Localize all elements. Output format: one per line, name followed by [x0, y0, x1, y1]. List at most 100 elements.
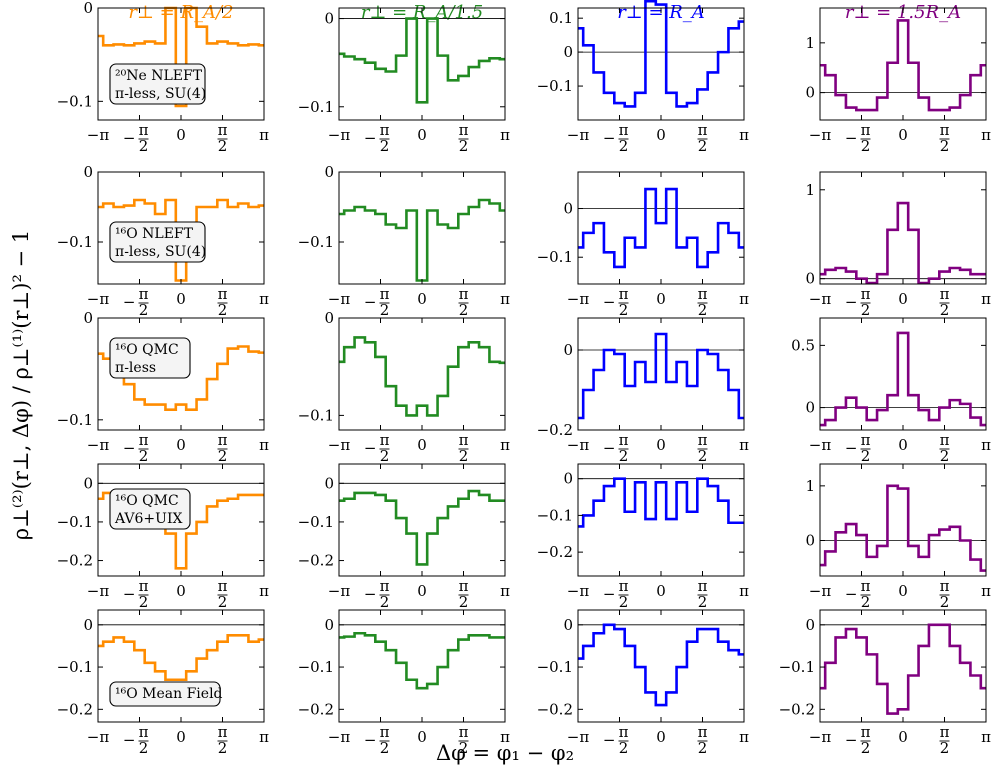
svg-text:2: 2: [380, 447, 390, 465]
x-tick-label: π: [739, 290, 749, 308]
x-tick-label: π2: [217, 431, 228, 465]
svg-text:−: −: [603, 731, 616, 749]
x-tick-label: π2: [697, 723, 708, 757]
y-tick-label: −0.2: [298, 700, 334, 718]
svg-text:−: −: [603, 129, 616, 147]
x-tick-label: π: [259, 436, 269, 454]
svg-text:π: π: [380, 121, 390, 139]
svg-text:2: 2: [940, 137, 950, 155]
axes-frame: [338, 317, 506, 431]
svg-text:2: 2: [380, 739, 390, 757]
y-tick-label: −0.1: [537, 506, 573, 524]
svg-text:π: π: [940, 577, 950, 595]
axes-frame: [819, 317, 987, 431]
svg-text:2: 2: [459, 593, 469, 611]
x-tick-label: 0: [417, 728, 427, 746]
x-tick-label: −π: [567, 290, 590, 308]
svg-text:−: −: [845, 731, 858, 749]
y-tick-label: 0: [563, 341, 573, 359]
svg-text:−: −: [123, 731, 136, 749]
y-tick-label: −0.1: [537, 248, 573, 266]
svg-text:−: −: [364, 731, 377, 749]
panel-r2-c0: 0−0.1−π π2− 0 π2π: [57, 309, 270, 465]
svg-text:π: π: [139, 285, 149, 303]
x-tick-label: π: [981, 436, 991, 454]
x-tick-label: π2−: [603, 723, 629, 757]
x-axis-label: Δφ = φ₁ − φ₂: [436, 741, 574, 765]
x-tick-label: π: [259, 582, 269, 600]
x-tick-label: π2: [697, 285, 708, 319]
x-tick-label: π: [739, 126, 749, 144]
y-tick-label: 0: [563, 200, 573, 218]
x-tick-label: −π: [328, 126, 351, 144]
svg-text:π: π: [139, 723, 149, 741]
y-tick-label: −0.1: [57, 92, 93, 110]
dataset-label-line: π-less: [115, 360, 156, 376]
svg-text:π: π: [139, 121, 149, 139]
x-tick-label: π2: [697, 431, 708, 465]
x-tick-label: π2: [939, 285, 950, 319]
svg-text:−: −: [845, 293, 858, 311]
x-tick-label: −π: [809, 126, 832, 144]
step-series-line: [98, 6, 264, 108]
svg-text:π: π: [619, 577, 629, 595]
svg-text:π: π: [459, 121, 469, 139]
panel-r4-c0: 0−0.1−0.2−π π2− 0 π2π: [57, 609, 269, 757]
panel-r1-c0: 0−0.1−π π2− 0 π2π: [57, 163, 270, 319]
x-tick-label: −π: [87, 582, 110, 600]
panel-r3-c3: 10−π π2− 0 π2π: [805, 463, 991, 611]
x-tick-label: π: [981, 728, 991, 746]
step-series-line: [578, 477, 744, 528]
step-series-line: [820, 201, 986, 285]
x-tick-label: π2: [458, 723, 469, 757]
svg-text:2: 2: [698, 593, 708, 611]
axes-frame: [338, 609, 506, 723]
svg-text:2: 2: [940, 593, 950, 611]
x-tick-label: π2: [458, 431, 469, 465]
svg-text:2: 2: [619, 593, 629, 611]
step-series-line: [339, 631, 505, 690]
svg-text:2: 2: [861, 593, 871, 611]
panel-r3-c2: 0−0.1−0.2−π π2− 0 π2π: [537, 463, 749, 611]
svg-text:π: π: [861, 723, 871, 741]
x-tick-label: 0: [898, 436, 908, 454]
x-tick-label: π2: [217, 577, 228, 611]
dataset-label-line: ²⁰Ne NLEFT: [115, 68, 203, 84]
y-tick-label: 0: [563, 616, 573, 634]
svg-text:π: π: [940, 285, 950, 303]
x-tick-label: π2−: [123, 121, 149, 155]
x-tick-label: 0: [176, 582, 186, 600]
x-tick-label: −π: [87, 290, 110, 308]
step-series-line: [339, 489, 505, 566]
svg-text:π: π: [218, 723, 228, 741]
svg-text:−: −: [123, 585, 136, 603]
x-tick-label: 0: [656, 436, 666, 454]
y-tick-label: 0: [324, 474, 334, 492]
panel-r3-c0: 0−0.1−0.2−π π2− 0 π2π: [57, 463, 269, 611]
x-tick-label: −π: [567, 728, 590, 746]
svg-text:2: 2: [139, 301, 149, 319]
svg-text:2: 2: [218, 137, 228, 155]
svg-text:−: −: [364, 439, 377, 457]
svg-text:π: π: [619, 285, 629, 303]
step-series-line: [578, 187, 744, 269]
svg-text:2: 2: [380, 593, 390, 611]
axes-frame: [819, 609, 987, 723]
panel-r1-c1: 0−0.1−π π2− 0 π2π: [298, 163, 511, 319]
svg-text:−: −: [364, 585, 377, 603]
x-tick-label: π2−: [364, 121, 390, 155]
svg-text:2: 2: [139, 739, 149, 757]
x-tick-label: −π: [328, 728, 351, 746]
x-tick-label: 0: [176, 436, 186, 454]
x-tick-label: π2: [939, 723, 950, 757]
svg-text:2: 2: [459, 301, 469, 319]
x-tick-label: π2: [697, 577, 708, 611]
y-tick-label: −0.2: [537, 700, 573, 718]
y-tick-label: 0: [805, 270, 815, 288]
dataset-label-line: ¹⁶O QMC: [115, 342, 179, 358]
svg-text:π: π: [698, 121, 708, 139]
step-series-line: [578, 332, 744, 420]
axes-frame: [819, 463, 987, 577]
svg-text:−: −: [845, 585, 858, 603]
y-tick-label: 0: [805, 616, 815, 634]
